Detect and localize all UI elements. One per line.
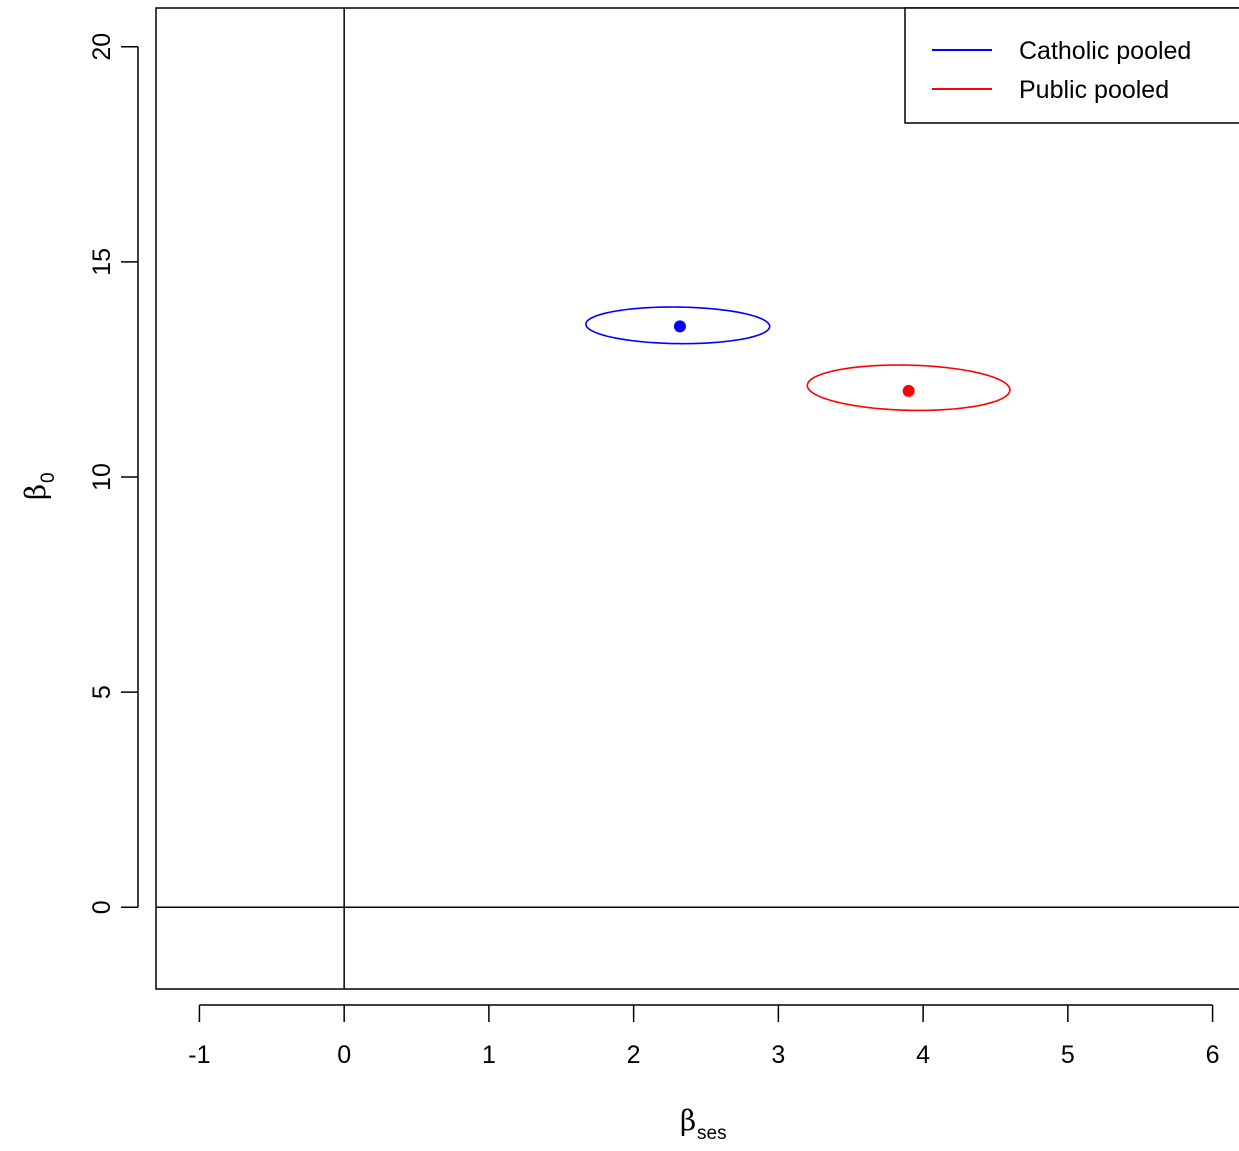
x-tick-label: 5 — [1061, 1041, 1075, 1069]
point-catholic — [673, 320, 686, 333]
y-axis: 0 5 10 15 20 — [88, 33, 139, 914]
y-tick-label: 20 — [88, 33, 116, 61]
x-tick-label: 3 — [771, 1041, 785, 1069]
x-axis-title: β ses — [680, 1104, 727, 1144]
y-axis-title-symbol: β — [19, 484, 52, 500]
x-tick-label: 6 — [1206, 1041, 1220, 1069]
reference-lines — [156, 8, 1239, 989]
point-public — [902, 384, 915, 397]
plot-frame — [155, 7, 1239, 990]
legend-label-public: Public pooled — [1019, 76, 1169, 104]
x-axis-title-subscript: ses — [697, 1123, 727, 1144]
y-tick-label: 10 — [88, 463, 116, 491]
x-tick-label: -1 — [188, 1041, 210, 1069]
y-tick-label: 5 — [88, 685, 116, 699]
x-axis-title-symbol: β — [680, 1104, 696, 1137]
legend: Catholic pooled Public pooled — [904, 7, 1239, 124]
x-tick-label: 2 — [627, 1041, 641, 1069]
legend-label-catholic: Catholic pooled — [1019, 37, 1191, 65]
ellipse-catholic — [585, 306, 771, 345]
x-axis: -1 0 1 2 3 4 5 6 — [188, 1004, 1220, 1069]
y-tick-label: 0 — [88, 900, 116, 914]
y-tick-label: 15 — [88, 248, 116, 276]
y-axis-title-subscript: 0 — [38, 472, 59, 483]
x-tick-label: 1 — [482, 1041, 496, 1069]
x-tick-label: 0 — [337, 1041, 351, 1069]
ellipse-public — [806, 364, 1011, 412]
y-axis-title: β 0 — [19, 472, 59, 500]
legend-box — [904, 7, 1239, 124]
series-layer — [585, 306, 1011, 412]
x-tick-label: 4 — [916, 1041, 930, 1069]
